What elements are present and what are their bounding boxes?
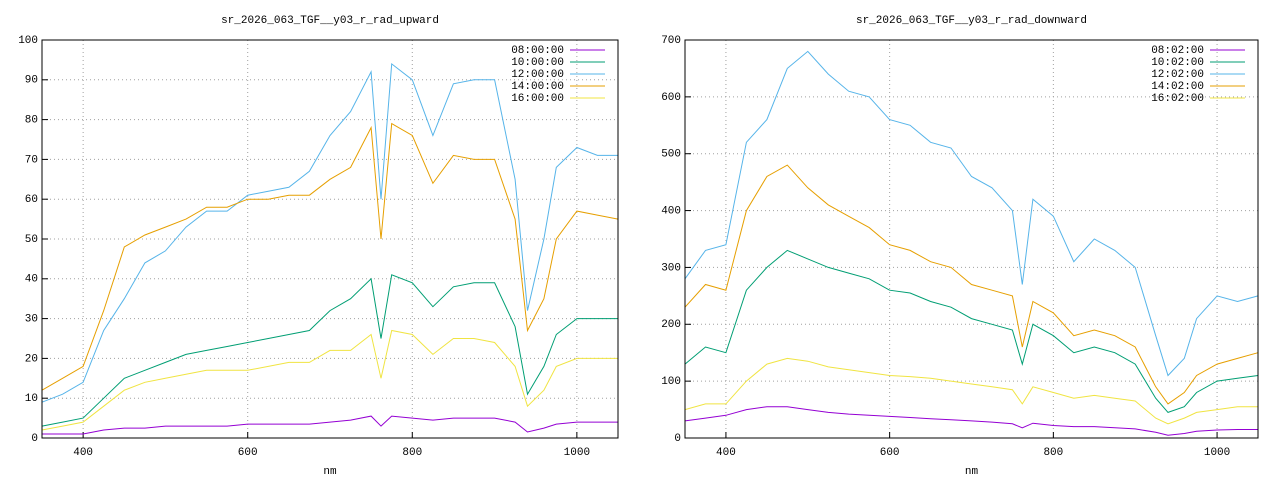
plot-frame	[41, 39, 619, 439]
legend-label: 10:02:00	[1151, 57, 1204, 69]
chart-title: sr_2026_063_TGF__y03_r_rad_downward	[856, 15, 1087, 27]
y-tick-label: 300	[661, 262, 681, 274]
x-tick-label: 400	[73, 447, 93, 459]
data-line	[684, 357, 1258, 425]
data-line	[684, 406, 1258, 436]
y-tick-label: 0	[31, 433, 38, 445]
y-tick-label: 50	[25, 234, 38, 246]
x-tick-label: 800	[1043, 447, 1063, 459]
data-line	[41, 329, 618, 431]
y-tick-label: 0	[674, 433, 681, 445]
data-line	[41, 62, 618, 403]
legend-label: 16:02:00	[1151, 93, 1204, 105]
y-tick-label: 40	[25, 274, 38, 286]
legend-label: 08:00:00	[511, 45, 564, 57]
data-line	[41, 274, 618, 427]
data-line	[684, 164, 1259, 405]
x-tick-label: 1000	[1204, 447, 1230, 459]
legend-label: 16:00:00	[511, 93, 564, 105]
legend-label: 10:00:00	[511, 57, 564, 69]
x-tick-label: 600	[238, 447, 258, 459]
y-tick-label: 30	[25, 314, 38, 326]
x-axis-label: nm	[965, 466, 979, 478]
chart-title: sr_2026_063_TGF__y03_r_rad_upward	[221, 15, 439, 27]
legend-label: 12:00:00	[511, 69, 564, 81]
x-tick-label: 1000	[564, 447, 590, 459]
y-tick-label: 500	[661, 149, 681, 161]
x-tick-label: 600	[880, 447, 900, 459]
legend-label: 08:02:00	[1151, 45, 1204, 57]
y-tick-label: 90	[25, 75, 38, 87]
x-tick-label: 800	[402, 447, 422, 459]
x-tick-label: 400	[716, 447, 736, 459]
y-tick-label: 700	[661, 35, 681, 47]
y-tick-label: 20	[25, 353, 38, 365]
y-tick-label: 80	[25, 115, 38, 127]
y-tick-label: 400	[661, 205, 681, 217]
data-line	[42, 415, 618, 435]
y-tick-label: 60	[25, 194, 38, 206]
legend-label: 14:00:00	[511, 81, 564, 93]
y-tick-label: 600	[661, 92, 681, 104]
y-tick-label: 100	[18, 35, 38, 47]
y-tick-label: 200	[661, 319, 681, 331]
data-line	[684, 50, 1259, 377]
data-line	[41, 122, 619, 391]
y-tick-label: 70	[25, 154, 38, 166]
x-axis-label: nm	[323, 466, 337, 478]
plot-frame	[684, 39, 1259, 439]
y-tick-label: 10	[25, 393, 38, 405]
data-line	[684, 249, 1259, 413]
legend-label: 14:02:00	[1151, 81, 1204, 93]
legend-label: 12:02:00	[1151, 69, 1204, 81]
y-tick-label: 100	[661, 376, 681, 388]
